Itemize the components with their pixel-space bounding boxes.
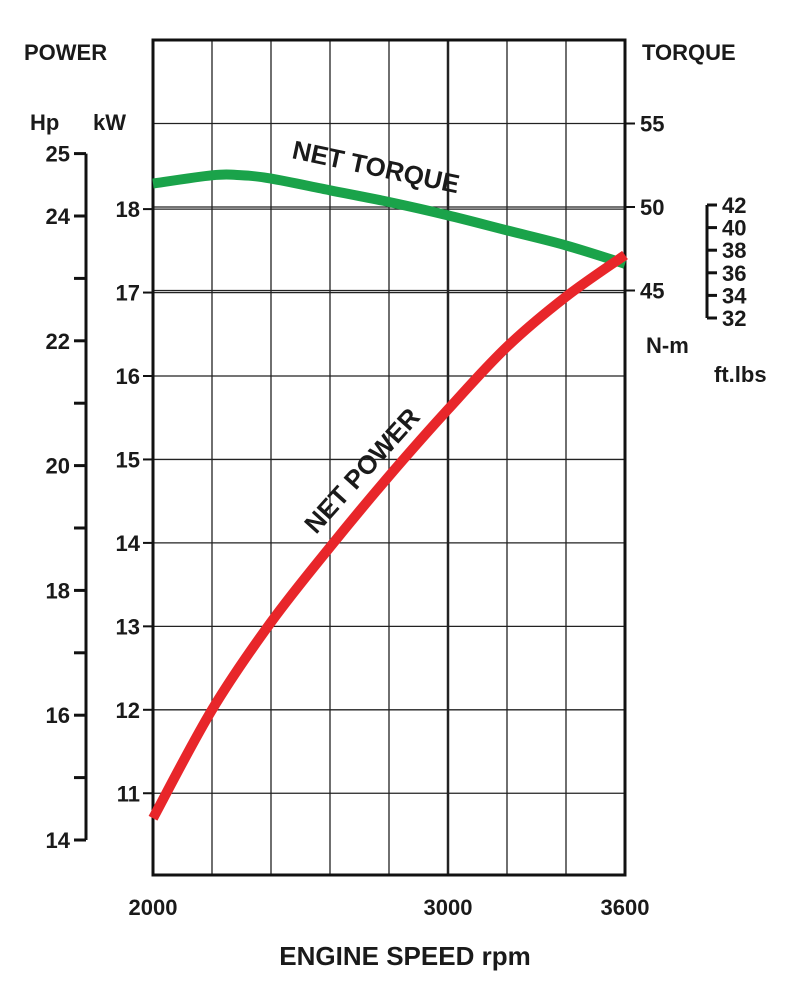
x-axis-title: ENGINE SPEED rpm (279, 941, 530, 971)
kw-tick-label: 15 (116, 447, 140, 472)
kw-tick-label: 13 (116, 614, 140, 639)
x-tick-label: 3000 (424, 895, 473, 920)
ftlb-tick-label: 34 (722, 283, 747, 308)
ftlb-tick-label: 38 (722, 238, 746, 263)
plot-grid (151, 38, 627, 877)
net-power-label: NET POWER (298, 402, 426, 539)
ftlb-tick-label: 32 (722, 306, 746, 331)
ftlb-tick-label: 42 (722, 193, 746, 218)
hp-axis: 14 16 18 20 22 24 25 (46, 142, 88, 853)
hp-tick-label: 20 (46, 454, 70, 479)
nm-unit-label: N-m (646, 333, 689, 358)
x-tick-label: 2000 (129, 895, 178, 920)
nm-tick-label: 55 (640, 112, 664, 137)
kw-tick-label: 11 (117, 781, 140, 806)
ftlb-tick-label: 36 (722, 261, 746, 286)
series-layer (148, 169, 628, 821)
kw-tick-label: 17 (116, 281, 140, 306)
kw-tick-label: 16 (116, 364, 140, 389)
hp-tick-label: 14 (46, 828, 71, 853)
kw-unit-label: kW (93, 110, 126, 135)
hp-tick-label: 18 (46, 578, 70, 603)
ftlbs-unit-label: ft.lbs (714, 362, 767, 387)
plot-frame (151, 38, 627, 877)
x-axis: 2000 3000 3600 (129, 895, 650, 920)
kw-axis: 11 12 13 14 15 16 17 18 (116, 197, 153, 806)
ftlb-tick-label: 40 (722, 216, 746, 241)
hp-unit-label: Hp (30, 110, 59, 135)
nm-axis: 45 50 55 (625, 112, 664, 304)
nm-tick-label: 50 (640, 195, 664, 220)
net-torque-line (152, 169, 627, 269)
hp-tick-label: 22 (46, 329, 70, 354)
kw-tick-label: 14 (116, 531, 141, 556)
x-tick-label: 3600 (601, 895, 650, 920)
kw-tick-label: 12 (116, 698, 140, 723)
hp-tick-label: 24 (46, 204, 71, 229)
torque-axis-title: TORQUE (642, 40, 736, 65)
nm-tick-label: 45 (640, 279, 664, 304)
net-power-line (148, 250, 628, 821)
kw-tick-label: 18 (116, 197, 140, 222)
hp-tick-label: 16 (46, 703, 70, 728)
power-axis-title: POWER (24, 40, 107, 65)
hp-tick-label: 25 (46, 142, 70, 167)
